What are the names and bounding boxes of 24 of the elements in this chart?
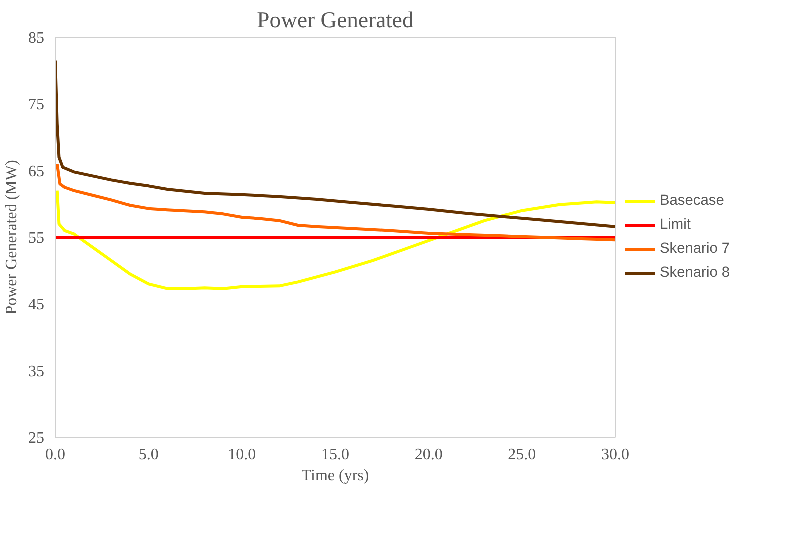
- y-tick-label: 55: [28, 230, 44, 247]
- legend-label: Basecase: [660, 193, 724, 209]
- line-series: [56, 59, 616, 228]
- x-tick-label: 5.0: [138, 446, 159, 464]
- line-series: [56, 189, 616, 290]
- y-tick-label: 85: [28, 30, 44, 47]
- x-tick-label: 10.0: [228, 446, 256, 464]
- legend-label: Limit: [660, 217, 691, 233]
- x-tick-label: 30.0: [602, 446, 630, 464]
- x-tick-label: 0.0: [46, 446, 66, 464]
- x-tick-label: 15.0: [322, 446, 350, 464]
- legend-label: Skenario 7: [660, 241, 730, 257]
- y-tick-label: 25: [28, 430, 44, 447]
- y-tick-label: 35: [28, 363, 44, 380]
- x-axis-title: Time (yrs): [302, 468, 370, 484]
- y-tick-label: 65: [28, 163, 44, 180]
- chart-title: Power Generated: [257, 8, 414, 32]
- x-tick-label: 25.0: [508, 446, 536, 464]
- y-axis-title: Power Generated (MW): [4, 160, 20, 315]
- y-tick-label: 75: [28, 96, 44, 114]
- line-series: [56, 162, 616, 242]
- y-tick-label: 45: [28, 296, 44, 314]
- legend-label: Skenario 8: [660, 265, 730, 281]
- x-tick-label: 20.0: [414, 446, 443, 464]
